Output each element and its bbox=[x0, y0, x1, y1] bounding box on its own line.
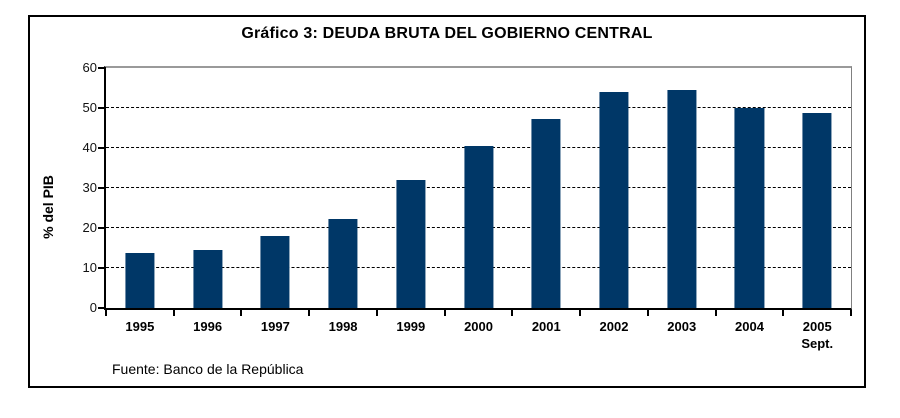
bar-column-1998 bbox=[309, 68, 377, 308]
x-axis-labels: 1995 1996 1997 1998 1999 2000 2001 2002 2003 2004… bbox=[106, 318, 851, 352]
y-tick-mark-40 bbox=[98, 146, 106, 149]
bar-column-1995 bbox=[106, 68, 174, 308]
y-tick-mark-0 bbox=[98, 307, 106, 309]
y-tick-label-30: 30 bbox=[82, 180, 97, 195]
x-category-label-1995: 1995 bbox=[125, 319, 155, 334]
bar-column-2000 bbox=[445, 68, 513, 308]
y-axis-labels: 0 10 20 30 40 50 60 bbox=[36, 61, 106, 315]
y-tick-mark-30 bbox=[98, 187, 106, 189]
chart-frame: Gráfico 3: DEUDA BRUTA DEL GOBIERNO CENT… bbox=[28, 15, 866, 388]
y-tick-label-60: 60 bbox=[82, 60, 97, 75]
x-tick-mark-4 bbox=[375, 310, 378, 316]
bar-column-2001 bbox=[512, 68, 580, 308]
x-tick-mark-7 bbox=[579, 310, 582, 316]
x-category-label-2003: 2003 bbox=[667, 319, 697, 334]
bar-column-1996 bbox=[174, 68, 242, 308]
x-category-label-2000: 2000 bbox=[464, 319, 493, 334]
y-tick-label-10: 10 bbox=[82, 260, 97, 275]
chart-title: Gráfico 3: DEUDA BRUTA DEL GOBIERNO CENT… bbox=[241, 25, 653, 42]
x-category-label-1997: 1997 bbox=[260, 319, 290, 334]
bar-1999 bbox=[396, 180, 426, 308]
bar-column-1999 bbox=[377, 68, 445, 308]
x-tick-mark-8 bbox=[646, 310, 649, 316]
x-axis-tick-marks bbox=[105, 308, 852, 316]
x-category-label-1998: 1998 bbox=[328, 319, 358, 334]
y-tick-mark-50 bbox=[98, 106, 106, 109]
bar-2003 bbox=[667, 90, 697, 308]
gridline-50 bbox=[106, 106, 851, 108]
bar-2004 bbox=[734, 108, 765, 308]
x-tick-mark-10 bbox=[782, 310, 785, 316]
x-tick-mark-9 bbox=[714, 310, 717, 316]
bar-2001 bbox=[531, 119, 561, 308]
y-tick-label-20: 20 bbox=[82, 219, 97, 235]
bar-1997 bbox=[260, 236, 290, 308]
bar-column-2003 bbox=[648, 68, 716, 308]
bar-2000 bbox=[463, 146, 494, 308]
y-tick-mark-20 bbox=[98, 226, 106, 229]
bar-column-2002 bbox=[580, 68, 648, 308]
y-tick-mark-60 bbox=[98, 67, 106, 69]
source-note: Fuente: Banco de la República bbox=[112, 361, 304, 377]
plot-area: 0 10 20 30 40 50 60 1995 1996 1997 1998 1999 2000 20… bbox=[83, 61, 852, 351]
x-tick-mark-0 bbox=[105, 310, 107, 316]
x-category-label-2001: 2001 bbox=[531, 319, 561, 334]
x-tick-mark-6 bbox=[511, 310, 514, 316]
y-tick-label-40: 40 bbox=[82, 139, 97, 155]
x-category-label-2002: 2002 bbox=[599, 319, 629, 334]
x-category-label-1996: 1996 bbox=[193, 319, 223, 334]
bar-1995 bbox=[125, 252, 155, 308]
bar-1996 bbox=[193, 250, 223, 308]
bars-layer bbox=[106, 68, 851, 308]
y-tick-label-0: 0 bbox=[89, 300, 97, 315]
x-category-label-2005: 2005 Sept. bbox=[801, 319, 834, 351]
x-tick-mark-1 bbox=[172, 310, 175, 316]
x-category-label-1999: 1999 bbox=[396, 319, 426, 334]
x-tick-mark-5 bbox=[443, 310, 446, 316]
bar-column-1997 bbox=[241, 68, 309, 308]
x-tick-mark-2 bbox=[240, 310, 243, 316]
bar-column-2004 bbox=[716, 68, 784, 308]
x-tick-mark-11 bbox=[850, 310, 852, 316]
y-tick-label-50: 50 bbox=[82, 99, 97, 115]
y-tick-mark-10 bbox=[98, 267, 106, 269]
bar-2005 bbox=[802, 112, 832, 308]
bar-column-2005 bbox=[783, 68, 851, 308]
x-category-label-2004: 2004 bbox=[735, 319, 764, 334]
x-tick-mark-3 bbox=[308, 310, 311, 316]
bar-2002 bbox=[599, 92, 629, 308]
bar-1998 bbox=[328, 218, 358, 308]
